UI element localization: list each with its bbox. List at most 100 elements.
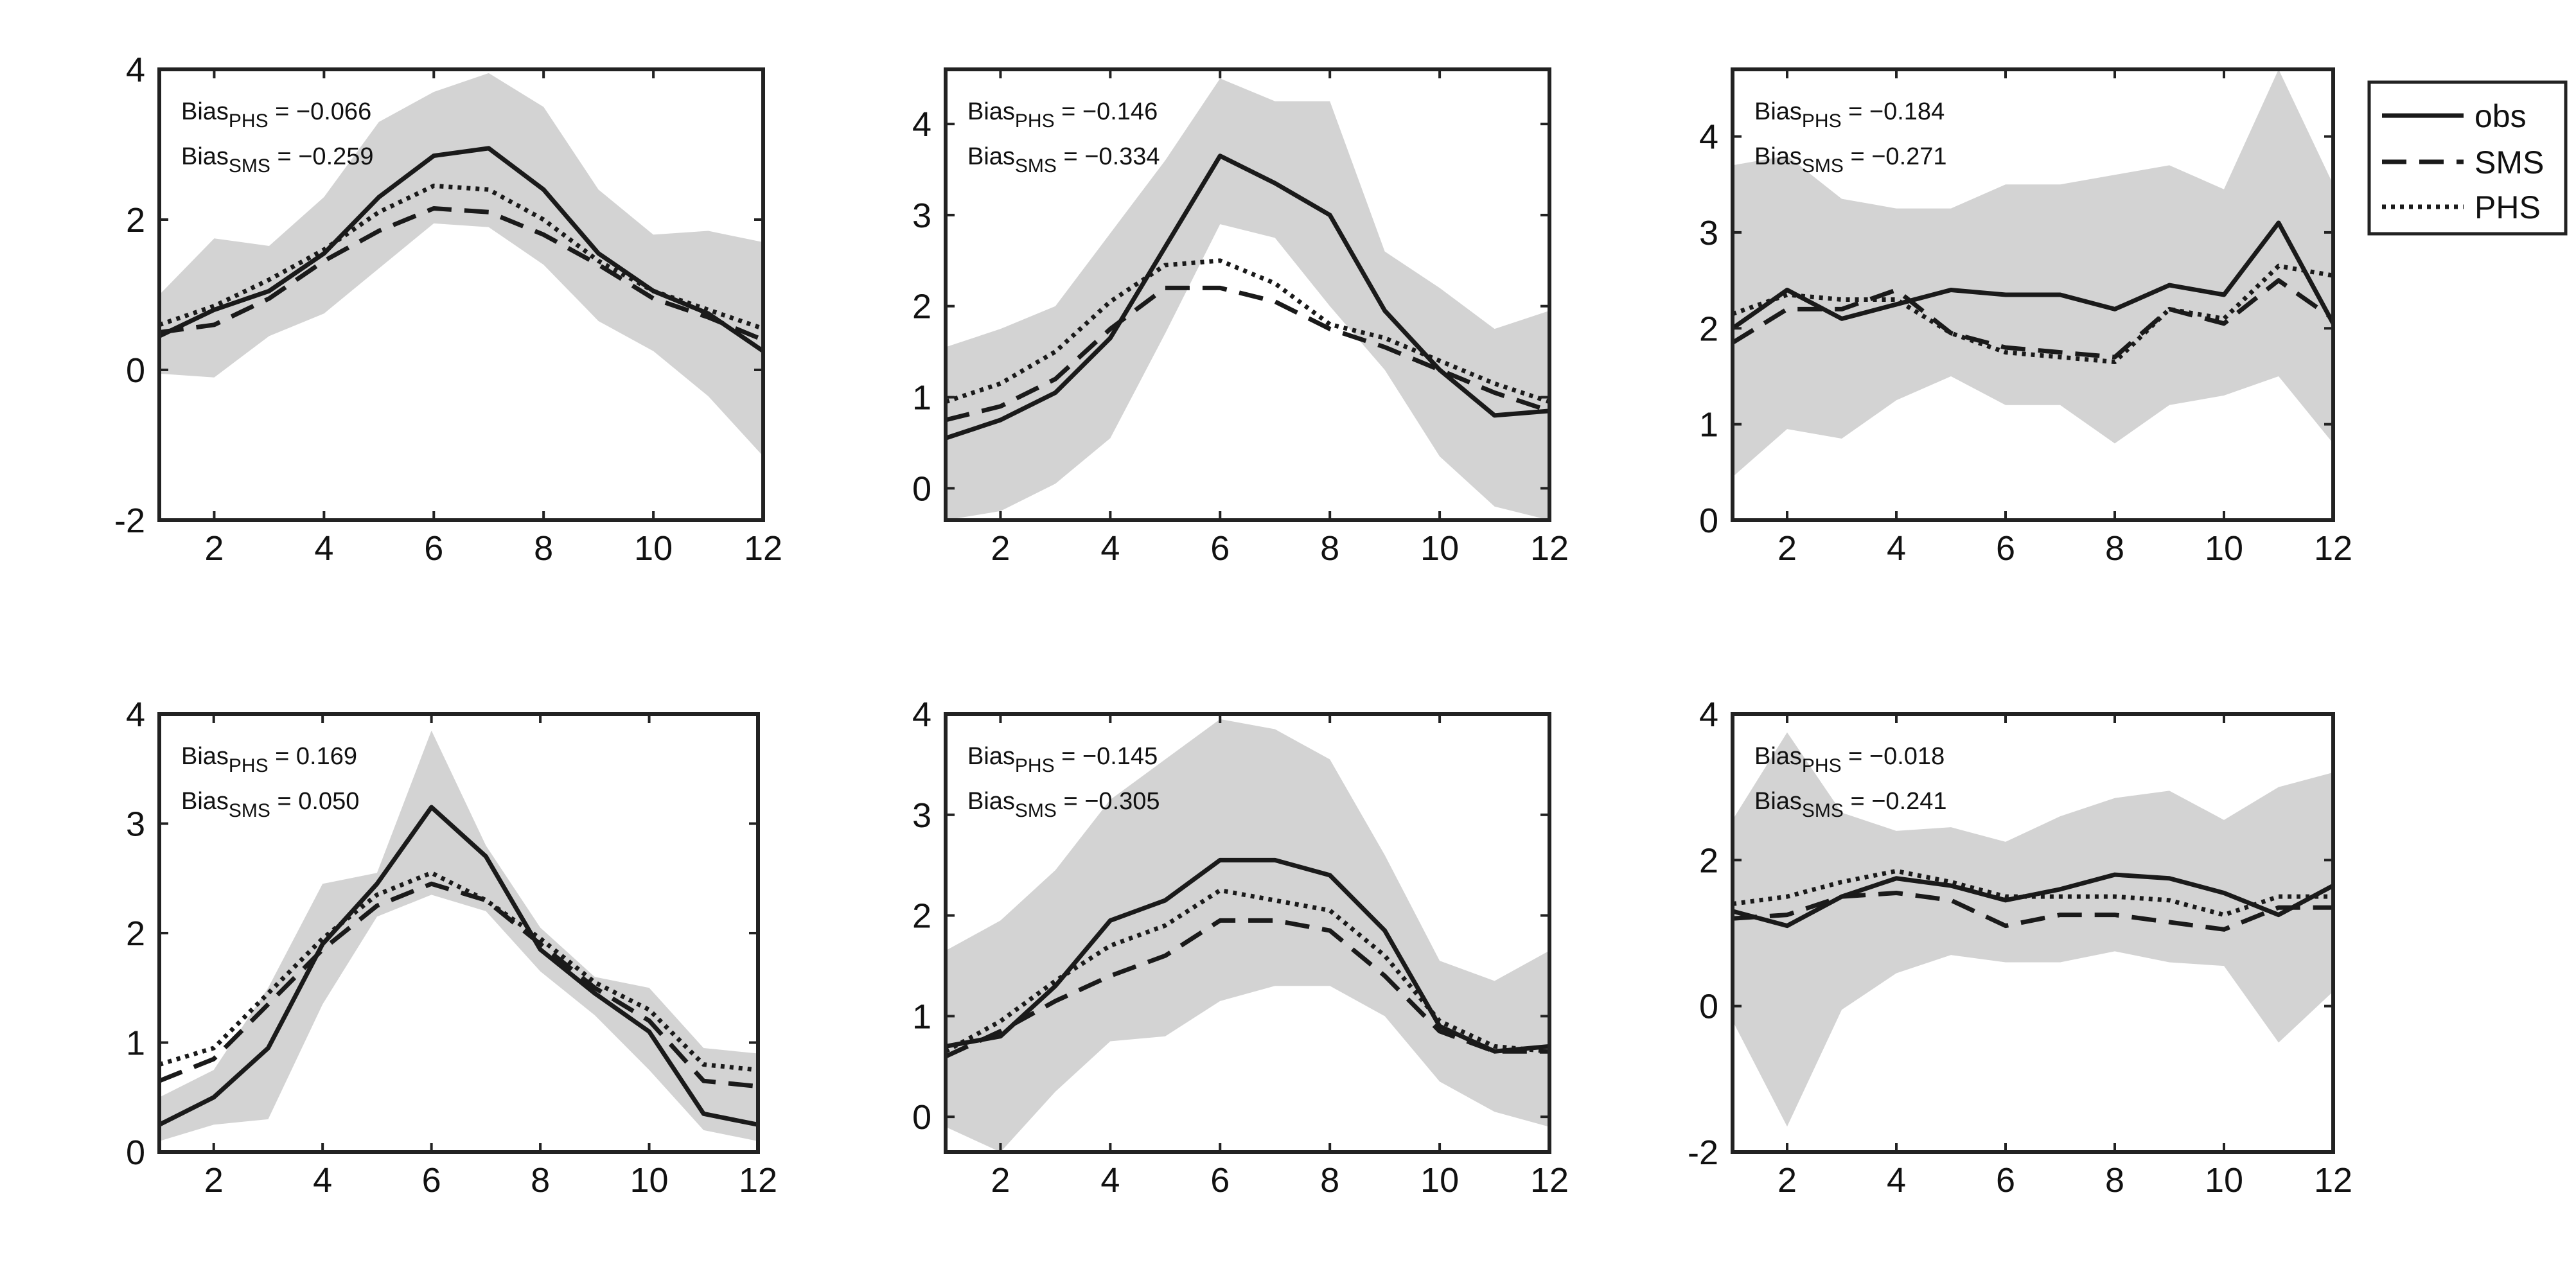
bias-value: = −0.145 [1055, 743, 1158, 770]
bias-subscript: SMS [229, 800, 270, 821]
y-tick-label: 1 [912, 997, 931, 1036]
x-tick-label: 4 [1100, 1161, 1120, 1200]
bias-phs-annotation: BiasPHS = −0.146 [967, 98, 1158, 132]
y-tick-label: 4 [912, 105, 931, 144]
series-obs-line [946, 153, 1549, 441]
x-tick-label: 4 [313, 1161, 332, 1200]
bias-phs-annotation: BiasPHS = −0.145 [967, 743, 1158, 776]
plot-content [946, 78, 1549, 520]
x-tick-label: 12 [1530, 1161, 1569, 1200]
x-tick-label: 10 [630, 1161, 669, 1200]
y-tick-label: 1 [912, 379, 931, 417]
bias-subscript: PHS [1015, 110, 1055, 132]
y-tick-label: 4 [912, 695, 931, 734]
bias-sms-annotation: BiasSMS = −0.305 [967, 788, 1160, 821]
x-tick-label: 8 [1320, 1161, 1339, 1200]
x-tick-label: 8 [534, 529, 553, 568]
x-tick-label: 12 [744, 529, 782, 568]
legend-sms-label: SMS [2475, 144, 2544, 180]
bias-phs-annotation: BiasPHS = −0.184 [1754, 98, 1945, 132]
bias-subscript: SMS [1015, 800, 1057, 821]
bias-subscript: PHS [229, 755, 269, 776]
uncertainty-band [946, 78, 1549, 520]
axes-frame [157, 67, 765, 522]
bias-label: Bias [181, 743, 229, 770]
bias-label: Bias [181, 98, 229, 125]
bias-sms-annotation: BiasSMS = −0.241 [1754, 788, 1947, 821]
bias-value: = −0.066 [269, 98, 372, 125]
plot-content [159, 73, 763, 457]
axes-frame [944, 67, 1551, 522]
y-tick-label: 0 [912, 469, 931, 508]
bias-sms-annotation: BiasSMS = −0.259 [181, 143, 374, 177]
y-tick-label: -2 [1688, 1133, 1718, 1172]
series-obs-line [946, 857, 1549, 1054]
x-tick-label: 12 [2314, 1161, 2352, 1200]
x-tick-label: 2 [991, 529, 1010, 568]
series-phs-line [159, 870, 758, 1072]
axes-frame [1731, 67, 2335, 522]
bias-value: = 0.050 [270, 788, 359, 815]
bias-phs-annotation: BiasPHS = 0.169 [181, 743, 357, 776]
bias-subscript: SMS [1802, 800, 1844, 821]
x-tick-label: 8 [531, 1161, 550, 1200]
y-tick-label: 2 [912, 897, 931, 936]
bias-value: = 0.169 [269, 743, 357, 770]
plot-content [946, 719, 1549, 1152]
bias-value: = −0.334 [1057, 143, 1160, 170]
bias-value: = −0.146 [1055, 98, 1158, 125]
x-tick-label: 8 [2105, 1161, 2124, 1200]
x-tick-label: 8 [1320, 529, 1339, 568]
bias-value: = −0.271 [1844, 143, 1947, 170]
x-tick-label: 6 [422, 1161, 441, 1200]
x-tick-label: 2 [204, 529, 224, 568]
x-tick-label: 4 [1100, 529, 1120, 568]
series-phs-line [1733, 263, 2333, 365]
x-tick-label: 10 [2205, 1161, 2243, 1200]
bias-value: = −0.259 [270, 143, 374, 170]
x-tick-label: 2 [991, 1161, 1010, 1200]
y-tick-label: 4 [1699, 695, 1718, 734]
x-tick-label: 2 [204, 1161, 224, 1200]
bias-sms-annotation: BiasSMS = −0.271 [1754, 143, 1947, 177]
bias-subscript: SMS [229, 155, 270, 177]
y-tick-label: 3 [912, 796, 931, 835]
x-tick-label: 2 [1778, 1161, 1797, 1200]
y-tick-label: 2 [1699, 310, 1718, 348]
plot-content [1733, 69, 2333, 477]
y-tick-label: 1 [126, 1024, 145, 1063]
series-obs-line [1733, 220, 2333, 331]
x-tick-label: 10 [1420, 529, 1459, 568]
axes-frame [1731, 712, 2335, 1154]
x-tick-label: 12 [1530, 529, 1569, 568]
bias-subscript: PHS [1802, 110, 1842, 132]
x-tick-label: 10 [634, 529, 673, 568]
bias-subscript: PHS [229, 110, 269, 132]
uncertainty-band [946, 719, 1549, 1152]
bias-sms-annotation: BiasSMS = −0.334 [967, 143, 1160, 177]
series-obs-line [159, 805, 758, 1127]
bias-label: Bias [967, 788, 1015, 815]
legend: obs SMS PHS [2367, 80, 2568, 236]
y-tick-label: 0 [126, 1133, 145, 1172]
bias-label: Bias [1754, 143, 1802, 170]
bias-value: = −0.305 [1057, 788, 1160, 815]
series-sms-line [946, 285, 1549, 423]
y-tick-label: 1 [1699, 406, 1718, 444]
x-tick-label: 6 [1210, 529, 1230, 568]
bias-label: Bias [1754, 98, 1802, 125]
uncertainty-band [1733, 732, 2333, 1127]
series-phs-line [946, 258, 1549, 404]
bias-subscript: SMS [1015, 155, 1057, 177]
plot-content [159, 730, 758, 1141]
y-tick-label: 3 [126, 805, 145, 844]
bias-sms-annotation: BiasSMS = 0.050 [181, 788, 359, 821]
legend-obs-label: obs [2475, 98, 2527, 134]
bias-label: Bias [181, 788, 229, 815]
